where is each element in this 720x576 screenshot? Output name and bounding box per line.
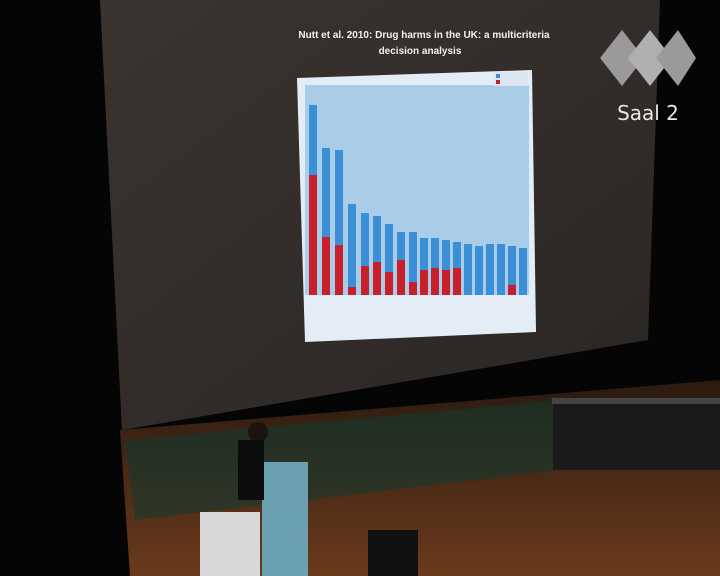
floor-light xyxy=(125,400,560,520)
slide-title: Nutt et al. 2010: Drug harms in the UK: … xyxy=(298,30,550,41)
slide-bar xyxy=(335,245,343,295)
slide-bar xyxy=(409,232,417,295)
slide-bar xyxy=(431,238,439,295)
slide-bar xyxy=(475,246,483,295)
slide-bar xyxy=(420,270,428,295)
slide-bar xyxy=(361,213,369,295)
panel-table-top xyxy=(552,398,720,404)
slide-bar xyxy=(497,244,505,295)
slide-bar xyxy=(335,150,343,295)
slide-bar xyxy=(464,244,472,295)
slide-legend xyxy=(494,72,528,86)
slide-bar xyxy=(348,287,356,295)
slide-bar xyxy=(442,270,450,295)
slide-bar xyxy=(322,237,330,295)
stage-monitor xyxy=(368,530,418,576)
logo-shape xyxy=(628,30,672,86)
speaker-head xyxy=(248,422,268,442)
slide-bar xyxy=(431,268,439,295)
slide-axis-labels xyxy=(305,296,531,332)
slide-bar xyxy=(385,272,393,295)
slide-legend-swatch xyxy=(496,74,500,78)
slide-bar xyxy=(397,260,405,295)
slide-bar xyxy=(322,148,330,295)
speaker-body xyxy=(238,440,264,500)
slide-bar xyxy=(409,282,417,295)
slide-bar xyxy=(309,175,317,295)
panel-table xyxy=(553,400,720,470)
lectern xyxy=(262,462,308,576)
logo: Saal 2 xyxy=(600,30,696,125)
side-table xyxy=(200,512,260,576)
slide-bar xyxy=(420,238,428,295)
slide-bar xyxy=(486,244,494,295)
slide-bar xyxy=(519,248,527,295)
slide-bar xyxy=(373,216,381,295)
logo-shape xyxy=(656,30,696,86)
slide-bar xyxy=(508,285,516,295)
slide-bar xyxy=(442,240,450,295)
logo-label: Saal 2 xyxy=(617,101,679,125)
slide-bar xyxy=(348,204,356,295)
slide-bar xyxy=(373,262,381,295)
slide-bar xyxy=(361,266,369,295)
slide-bar xyxy=(453,268,461,295)
logo-shape xyxy=(600,30,644,86)
slide-bar xyxy=(385,224,393,295)
slide-bar xyxy=(508,246,516,295)
slide-legend-swatch xyxy=(496,80,500,84)
slide-title: decision analysis xyxy=(379,46,462,57)
slide-bars xyxy=(309,105,527,295)
